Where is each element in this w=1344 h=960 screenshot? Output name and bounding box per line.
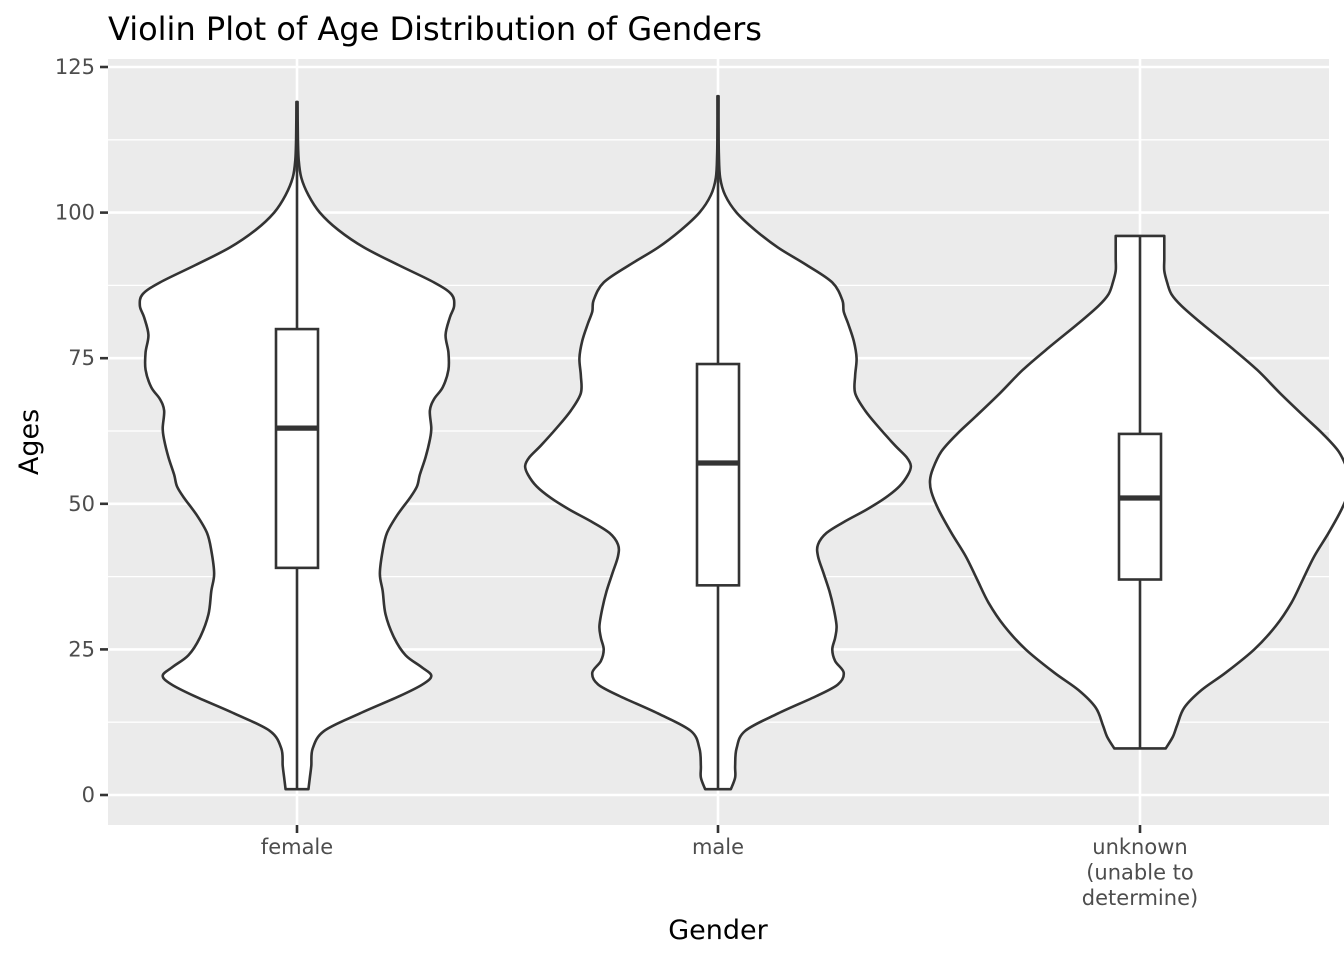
y-axis-title: Ages [14,409,45,475]
x-axis: female male unknown (unable to determine) [261,825,1198,910]
x-tick-label-line: female [261,835,333,859]
x-tick-label: male [692,835,744,859]
box-1 [695,362,741,587]
x-tick-label-line: (unable to [1086,861,1194,885]
y-tick-label: 25 [68,637,95,661]
x-tick-label-line: male [692,835,744,859]
x-tick-label: female [261,835,333,859]
y-tick-label: 50 [68,492,95,516]
y-tick-label: 125 [55,55,95,79]
x-tick-label-line: unknown [1092,835,1187,859]
y-tick-label: 100 [55,201,95,225]
x-axis-title: Gender [668,915,768,946]
x-tick-label-line: determine) [1082,886,1198,910]
y-tick-label: 0 [82,783,95,807]
box-0 [274,327,320,570]
y-tick-label: 75 [68,346,95,370]
y-axis: 0 25 50 75 100 125 [55,55,108,807]
chart-title: Violin Plot of Age Distribution of Gende… [108,10,762,48]
violin-group [138,94,1344,791]
box-2 [1117,432,1163,581]
x-tick-label: unknown (unable to determine) [1082,835,1198,910]
